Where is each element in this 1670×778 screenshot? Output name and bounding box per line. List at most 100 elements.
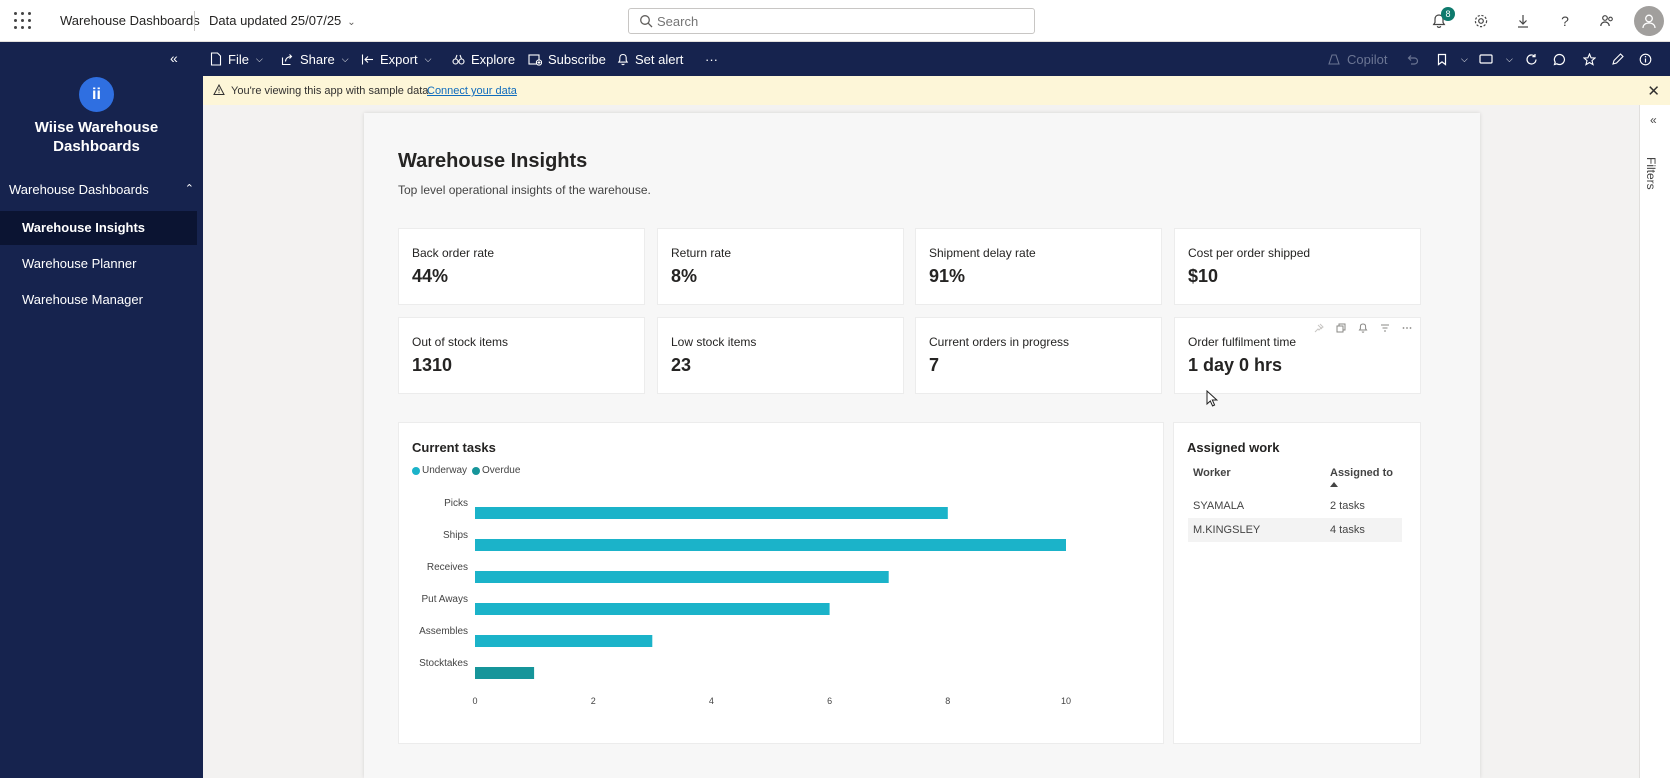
close-icon[interactable]: ✕ [1647,83,1660,100]
subscribe-label: Subscribe [548,51,606,67]
sort-ascending-icon [1330,482,1338,487]
kpi-card-out-of-stock-items[interactable]: Out of stock items 1310 [398,317,645,394]
connect-data-link[interactable]: Connect your data [427,85,517,97]
table-header-row: Worker Assigned to [1188,461,1402,494]
bar-underway-ships[interactable] [475,539,1066,551]
app-launcher-icon[interactable] [14,12,32,30]
user-icon [1642,14,1656,29]
chevron-down-icon: ⌵ [255,53,263,64]
collapse-nav-icon[interactable]: « [170,50,178,66]
category-label: Stocktakes [419,658,468,669]
refresh-button[interactable] [1525,42,1544,76]
kpi-card-back-order-rate[interactable]: Back order rate 44% [398,228,645,305]
legend-item-underway[interactable]: Underway [412,465,467,476]
work-table: Worker Assigned to SYAMALA 2 tasks M.KIN… [1188,461,1402,542]
worker-cell: M.KINGSLEY [1193,524,1261,536]
nav-item-warehouse-planner[interactable]: Warehouse Planner [22,256,137,271]
report-page: Warehouse Insights Top level operational… [364,113,1480,778]
kpi-value: 1310 [412,355,453,375]
workspace-logo: ii [79,77,114,112]
bar-underway-assembles[interactable] [475,635,653,647]
help-button[interactable]: ? [1544,0,1586,42]
kpi-card-low-stock-items[interactable]: Low stock items 23 [657,317,904,394]
edit-button[interactable] [1611,42,1630,76]
column-header-worker[interactable]: Worker [1193,467,1231,479]
comments-button[interactable] [1553,42,1572,76]
feedback-button[interactable] [1586,0,1628,42]
current-tasks-chart[interactable]: Current tasks Underway Overdue Picks Ship… [398,422,1164,744]
nav-item-warehouse-insights[interactable]: Warehouse Insights [0,211,197,245]
chevron-down-icon: ⌄ [347,17,356,28]
bell-icon[interactable] [1358,323,1368,333]
search-input[interactable] [657,11,1027,31]
file-menu[interactable]: File ⌵ [210,42,263,76]
explore-button[interactable]: Explore [452,42,515,76]
nav-section-warehouse-dashboards[interactable]: Warehouse Dashboards ⌃ [9,182,194,197]
table-row[interactable]: SYAMALA 2 tasks [1188,494,1402,518]
x-tick-label: 10 [1061,696,1071,706]
kpi-value: 7 [929,355,940,375]
bar-underway-receives[interactable] [475,571,889,583]
assigned-work-table[interactable]: Assigned work Worker Assigned to SYAMALA… [1173,422,1421,744]
settings-button[interactable] [1460,0,1502,42]
kpi-card-order-fulfilment-time[interactable]: Order fulfilment time 1 day 0 hrs [1174,317,1421,394]
download-button[interactable] [1502,0,1544,42]
bar-underway-picks[interactable] [475,507,948,519]
legend-item-overdue[interactable]: Overdue [472,465,520,476]
share-icon [281,53,293,65]
kpi-value: 8% [671,266,698,286]
table-row[interactable]: M.KINGSLEY 4 tasks [1188,518,1402,542]
undo-button[interactable] [1406,42,1425,76]
app-title[interactable]: Warehouse Dashboards [60,13,200,28]
chevron-down-icon: ⌵ [1506,53,1513,64]
kpi-card-current-orders-in-progress[interactable]: Current orders in progress 7 [915,317,1162,394]
explore-icon [452,54,465,65]
info-icon [1639,53,1652,65]
bar-underway-put-aways[interactable] [475,603,830,615]
legend-dot-underway [412,466,420,475]
kpi-value: 91% [929,266,966,286]
copilot-button[interactable]: Copilot [1327,42,1387,76]
worker-cell: SYAMALA [1193,500,1245,512]
action-bar: File ⌵ Share ⌵ Export ⌵ Explore Subscribe S… [203,42,1670,76]
data-updated-dropdown[interactable]: Data updated 25/07/25 ⌄ [209,13,356,28]
column-header-assigned-to[interactable]: Assigned to [1330,467,1393,479]
kpi-card-return-rate[interactable]: Return rate 8% [657,228,904,305]
info-button[interactable] [1639,42,1658,76]
search-box[interactable] [628,8,1035,34]
user-avatar[interactable] [1634,6,1664,36]
export-menu[interactable]: Export ⌵ [361,42,431,76]
kpi-card-cost-per-order-shipped[interactable]: Cost per order shipped $10 [1174,228,1421,305]
share-label: Share [300,51,335,67]
kpi-card-shipment-delay-rate[interactable]: Shipment delay rate 91% [915,228,1162,305]
share-menu[interactable]: Share ⌵ [281,42,349,76]
notifications-button[interactable]: 8 [1418,0,1460,42]
comment-icon [1553,53,1566,65]
set-alert-button[interactable]: Set alert [617,42,683,76]
kpi-label: Return rate [671,246,732,260]
pin-icon[interactable] [1314,323,1324,333]
category-label: Picks [444,498,468,509]
set-alert-label: Set alert [635,51,684,67]
download-icon [1518,15,1528,28]
expand-filters-icon[interactable]: « [1650,113,1657,127]
data-updated-label: Data updated 25/07/25 [209,13,342,28]
filters-pane[interactable]: « Filters [1639,105,1670,778]
banner-message: You're viewing this app with sample data… [231,85,432,97]
chart-legend: Underway Overdue [412,465,525,476]
view-button[interactable]: ⌵ [1479,42,1513,76]
more-icon[interactable] [1402,323,1412,333]
page-subtitle: Top level operational insights of the wa… [398,183,651,197]
mouse-cursor-icon [1206,390,1218,407]
subscribe-button[interactable]: Subscribe [528,42,606,76]
kpi-label: Low stock items [671,335,757,349]
bookmark-button[interactable]: ⌵ [1436,42,1468,76]
more-options-button[interactable]: ··· [705,42,718,76]
filters-label: Filters [1644,157,1658,190]
kpi-value: 23 [671,355,692,375]
favorite-button[interactable] [1583,42,1602,76]
filter-icon[interactable] [1380,323,1390,333]
copy-icon[interactable] [1336,323,1346,333]
bar-overdue-stocktakes[interactable] [475,667,535,679]
nav-item-warehouse-manager[interactable]: Warehouse Manager [22,292,143,307]
